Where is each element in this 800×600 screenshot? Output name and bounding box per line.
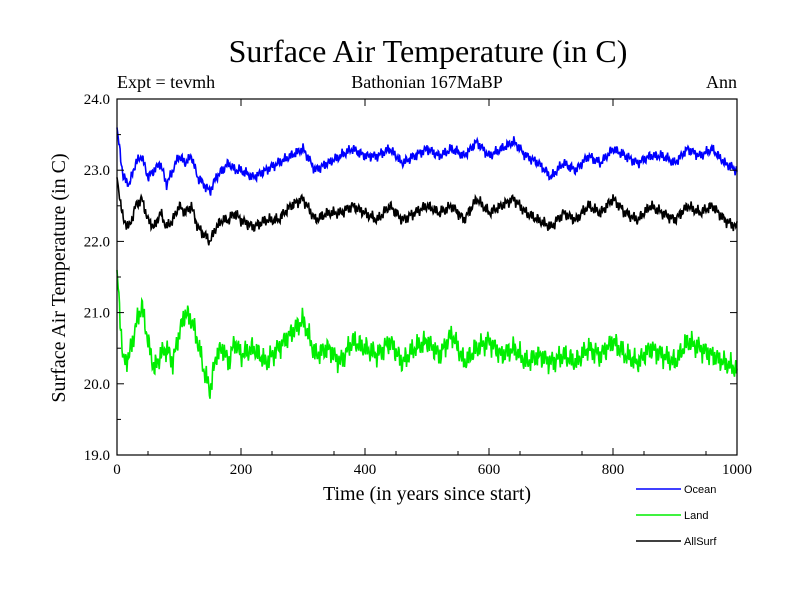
- x-tick-label: 800: [602, 462, 625, 478]
- chart-title: Surface Air Temperature (in C): [229, 33, 628, 69]
- axes-layer: 0 200 400 600 800 1000 19.0 20.0 21.0 22.0 23.0 24.…: [84, 92, 752, 478]
- legend: Ocean Land AllSurf: [636, 484, 717, 548]
- y-tick-label: 23.0: [84, 163, 110, 179]
- y-tick-label: 20.0: [84, 377, 110, 393]
- y-tick-label: 19.0: [84, 448, 110, 464]
- y-tick-label: 24.0: [84, 92, 110, 108]
- y-tick-label: 21.0: [84, 306, 110, 322]
- x-tick-label: 600: [478, 462, 501, 478]
- series-line-ocean: [116, 127, 738, 196]
- legend-label-land: Land: [684, 510, 708, 522]
- x-tick-label: 400: [354, 462, 377, 478]
- chart-subtitle-left: Expt = tevmh: [117, 72, 215, 92]
- chart-subtitle-center: Bathonian 167MaBP: [351, 72, 503, 92]
- series-layer: [116, 127, 738, 399]
- series-line-land: [116, 269, 738, 399]
- legend-label-ocean: Ocean: [684, 484, 716, 496]
- x-tick-label: 1000: [722, 462, 752, 478]
- x-axis-label: Time (in years since start): [323, 483, 531, 505]
- series-line-allsurf: [116, 177, 738, 246]
- y-tick-label: 22.0: [84, 234, 110, 250]
- x-tick-label: 200: [230, 462, 253, 478]
- legend-label-allsurf: AllSurf: [684, 536, 717, 548]
- y-axis-label: Surface Air Temperature (in C): [48, 153, 70, 402]
- x-tick-label: 0: [113, 462, 121, 478]
- chart-subtitle-right: Ann: [706, 72, 737, 92]
